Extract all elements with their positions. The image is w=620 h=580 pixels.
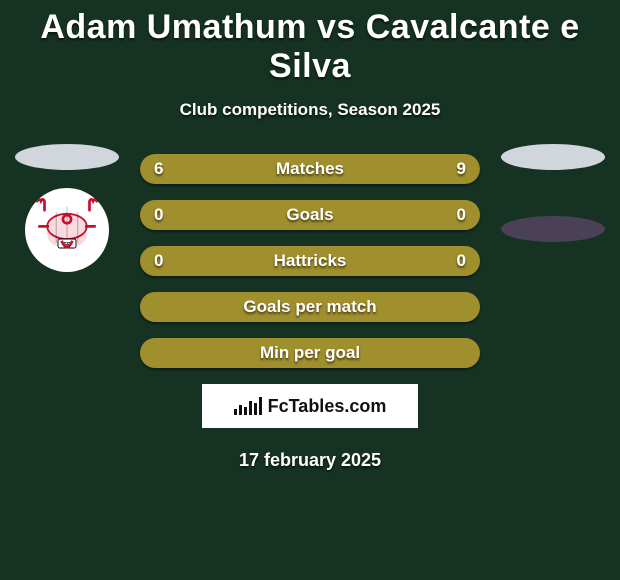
- stat-value-left: 0: [154, 200, 163, 230]
- right-player-marker-1: [501, 144, 605, 170]
- comparison-body: SP Matches69Goals00Hattricks00Goals per …: [0, 154, 620, 471]
- left-player-column: SP: [8, 144, 126, 272]
- stat-bar-row: Matches6 9: [140, 154, 480, 184]
- stat-label: Min per goal: [140, 338, 480, 368]
- snapshot-date: 17 february 2025: [0, 450, 620, 471]
- stat-label: Matches: [140, 154, 480, 184]
- stat-label: Goals: [140, 200, 480, 230]
- comparison-subtitle: Club competitions, Season 2025: [0, 100, 620, 120]
- stat-bar-row: Goals per match: [140, 292, 480, 322]
- comparison-title: Adam Umathum vs Cavalcante e Silva: [0, 0, 620, 86]
- fctables-logo: FcTables.com: [202, 384, 418, 428]
- left-player-marker: [15, 144, 119, 170]
- stat-label: Hattricks: [140, 246, 480, 276]
- stat-value-left: 6: [154, 154, 163, 184]
- fctables-logo-text: FcTables.com: [268, 396, 387, 417]
- corinthians-crest-icon: SP: [31, 194, 103, 266]
- stat-value-left: 0: [154, 246, 163, 276]
- stat-bars: Matches69Goals00Hattricks00Goals per mat…: [140, 154, 480, 368]
- stat-label: Goals per match: [140, 292, 480, 322]
- left-club-badge: SP: [25, 188, 109, 272]
- stat-bar-row: Min per goal: [140, 338, 480, 368]
- stat-value-right: 0: [457, 200, 466, 230]
- stat-value-right: 0: [457, 246, 466, 276]
- right-player-marker-2: [501, 216, 605, 242]
- stat-bar-row: Goals0 0: [140, 200, 480, 230]
- bar-chart-icon: [234, 397, 262, 415]
- stat-bar-row: Hattricks0 0: [140, 246, 480, 276]
- stat-value-right: 9: [457, 154, 466, 184]
- right-player-column: [494, 144, 612, 260]
